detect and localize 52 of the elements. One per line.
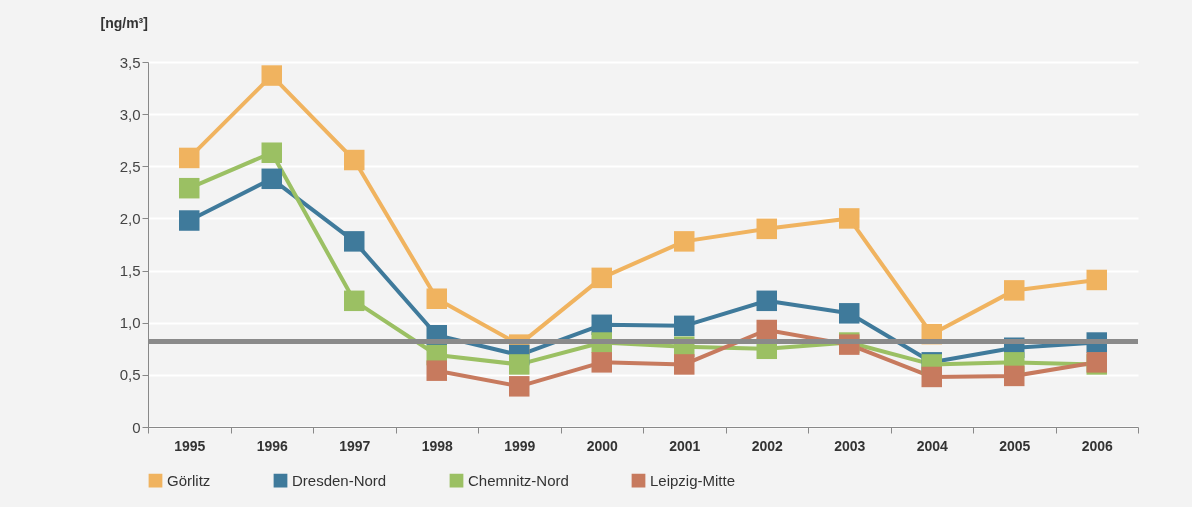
legend-label: Görlitz (167, 471, 211, 489)
point (674, 231, 695, 252)
point (179, 210, 200, 231)
x-tick-label: 1998 (421, 437, 454, 454)
point (756, 290, 777, 312)
x-tick-label: 2006 (1081, 437, 1114, 454)
point (179, 147, 200, 169)
point (756, 218, 777, 240)
x-tick-label: 2003 (834, 437, 866, 454)
point (756, 319, 777, 341)
y-tick-label: 2,0 (119, 209, 141, 227)
point (426, 360, 447, 381)
x-tick-label: 2005 (999, 437, 1031, 454)
x-tick-label: 1995 (174, 437, 206, 454)
point (1086, 269, 1107, 291)
y-axis-title: [ng/m³] (100, 14, 148, 31)
x-tick-label: 1997 (339, 437, 371, 454)
x-tick-label: 1999 (504, 437, 536, 454)
y-tick-label: 2,5 (119, 157, 141, 175)
point (674, 354, 695, 375)
point (261, 142, 282, 163)
y-tick-label: 1,0 (119, 314, 141, 332)
x-tick-label: 2004 (916, 437, 949, 454)
point (674, 315, 695, 337)
point (839, 208, 860, 229)
x-tick-label: 2000 (586, 437, 619, 454)
legend-label: Chemnitz-Nord (468, 471, 569, 489)
point (344, 290, 365, 312)
point (344, 149, 365, 171)
point (509, 376, 530, 397)
legend-label: Dresden-Nord (292, 471, 387, 489)
point (344, 231, 365, 252)
legend-label: Leipzig-Mitte (650, 471, 736, 489)
x-tick-label: 2002 (751, 437, 784, 454)
point (509, 354, 530, 375)
point (1004, 280, 1025, 301)
y-tick-label: 0 (132, 418, 141, 436)
point (591, 352, 612, 373)
point (921, 366, 942, 388)
y-tick-label: 3,5 (119, 53, 141, 71)
point (426, 288, 447, 309)
point (261, 168, 282, 190)
point (839, 303, 860, 324)
point (179, 177, 200, 199)
y-tick-label: 1,5 (119, 262, 141, 280)
x-tick-label: 1996 (256, 437, 289, 454)
point (1004, 365, 1025, 387)
x-tick-label: 2001 (669, 437, 701, 454)
point (591, 267, 612, 289)
point (261, 65, 282, 86)
y-tick-label: 0,5 (119, 366, 141, 384)
y-tick-label: 3,0 (119, 105, 141, 123)
